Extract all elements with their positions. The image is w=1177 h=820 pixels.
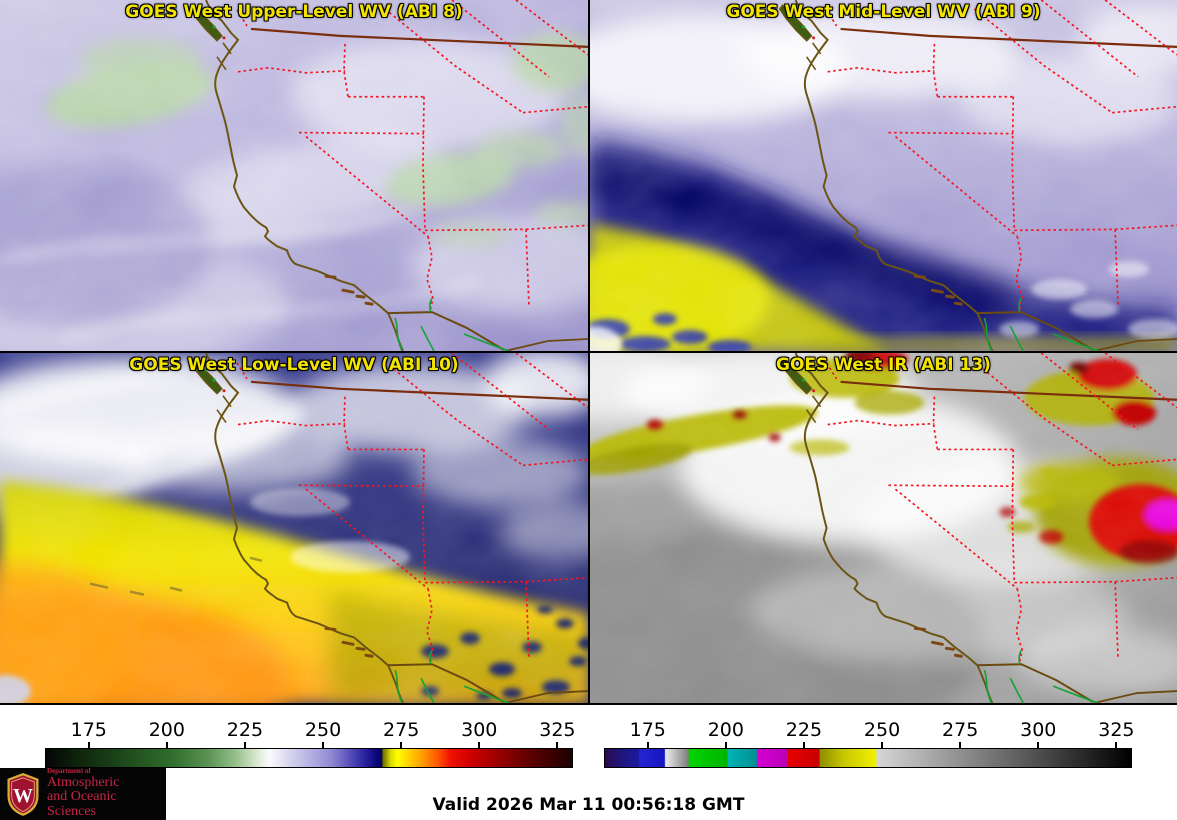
footer: W Department of Atmospheric and Oceanic … bbox=[0, 767, 1177, 820]
colorbar-tick-label: 175 bbox=[70, 719, 107, 741]
crest-letter: W bbox=[13, 785, 33, 807]
colorbar-tick-mark bbox=[1037, 742, 1040, 748]
colorbar-tick-mark bbox=[556, 742, 559, 748]
panel-grid: GOES West Upper-Level WV (ABI 8) bbox=[0, 0, 1177, 705]
colorbar-tick-mark bbox=[243, 742, 246, 748]
uw-crest-icon: W bbox=[7, 772, 39, 816]
colorbar-tick-label: 225 bbox=[785, 719, 823, 741]
colorbar-tick-label: 300 bbox=[461, 719, 498, 741]
panel-title-abi8: GOES West Upper-Level WV (ABI 8) bbox=[125, 2, 463, 22]
colorbar-tick-label: 325 bbox=[1098, 719, 1135, 741]
colorbar-tick-mark bbox=[87, 742, 90, 748]
colorbar-tick-mark bbox=[1115, 742, 1118, 748]
colorbar-tick-mark bbox=[165, 742, 168, 748]
panel-title-abi9: GOES West Mid-Level WV (ABI 9) bbox=[726, 2, 1041, 22]
colorbar-tick-mark bbox=[646, 742, 649, 748]
aos-logo-text: Department of Atmospheric and Oceanic Sc… bbox=[47, 767, 166, 820]
aos-logo: W Department of Atmospheric and Oceanic … bbox=[0, 767, 166, 820]
satellite-image-abi8 bbox=[0, 0, 588, 351]
colorbar-tick-label: 200 bbox=[148, 719, 185, 741]
colorbar-tick-label: 300 bbox=[1020, 719, 1057, 741]
colorbar-tick-label: 250 bbox=[304, 719, 342, 741]
colorbar-tick-label: 250 bbox=[863, 719, 901, 741]
colorbar-tick-mark bbox=[400, 742, 403, 748]
colorbar-tick-mark bbox=[322, 742, 325, 748]
logo-oceanic-line: and Oceanic Sciences bbox=[47, 789, 117, 820]
satellite-image-abi10 bbox=[0, 353, 588, 703]
panel-mid-level-wv: GOES West Mid-Level WV (ABI 9) bbox=[590, 0, 1177, 351]
valid-timestamp: Valid 2026 Mar 11 00:56:18 GMT bbox=[432, 795, 745, 815]
colorbar-wv-ticks: 175 200 225 250 275 300 325 bbox=[45, 705, 576, 748]
colorbar-tick-label: 225 bbox=[226, 719, 264, 741]
colorbar-ir-ticks: 175 200 225 250 275 300 325 bbox=[604, 705, 1135, 748]
panel-upper-level-wv: GOES West Upper-Level WV (ABI 8) bbox=[0, 0, 588, 351]
colorbar-ir: 175 200 225 250 275 300 325 bbox=[604, 705, 1135, 768]
colorbar-ir-gradient bbox=[604, 748, 1132, 768]
colorbar-tick-label: 275 bbox=[942, 719, 979, 741]
colorbar-tick-mark bbox=[881, 742, 884, 748]
colorbar-tick-label: 175 bbox=[629, 719, 666, 741]
colorbar-tick-label: 275 bbox=[383, 719, 420, 741]
colorbar-wv-gradient bbox=[45, 748, 573, 768]
satellite-image-abi13 bbox=[590, 353, 1177, 703]
logo-dept-line: Department of bbox=[47, 767, 91, 776]
panel-ir: GOES West IR (ABI 13) bbox=[590, 353, 1177, 703]
colorbar-wv: 175 200 225 250 275 300 325 bbox=[45, 705, 576, 768]
colorbar-tick-mark bbox=[959, 742, 962, 748]
satellite-image-abi9 bbox=[590, 0, 1177, 351]
colorbar-tick-label: 325 bbox=[539, 719, 576, 741]
colorbar-tick-mark bbox=[802, 742, 805, 748]
colorbar-tick-mark bbox=[478, 742, 481, 748]
colorbar-tick-mark bbox=[724, 742, 727, 748]
colorbar-tick-label: 200 bbox=[707, 719, 744, 741]
panel-low-level-wv: GOES West Low-Level WV (ABI 10) bbox=[0, 353, 588, 703]
logo-atmospheric-line: Atmospheric bbox=[47, 774, 120, 790]
colorbar-strip: 175 200 225 250 275 300 325 175 200 225 250 275 300… bbox=[0, 705, 1177, 768]
panel-title-abi10: GOES West Low-Level WV (ABI 10) bbox=[129, 355, 459, 375]
panel-title-abi13: GOES West IR (ABI 13) bbox=[776, 355, 991, 375]
